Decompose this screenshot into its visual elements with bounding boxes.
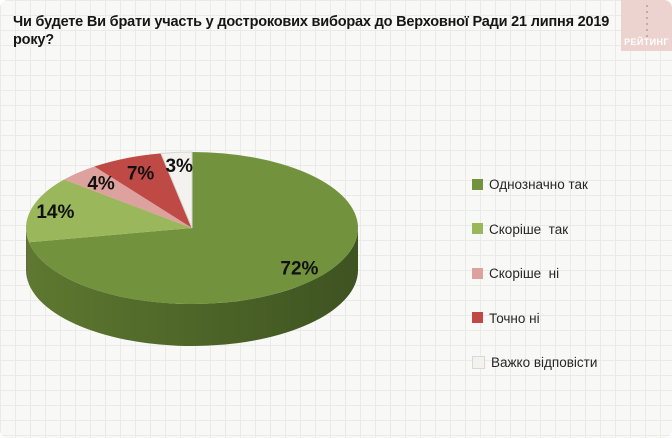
pie-slice-side bbox=[28, 228, 359, 346]
pie-slice-4 bbox=[160, 151, 193, 229]
legend-item-3: Точно ні bbox=[472, 311, 540, 326]
slice-value-label: 3% bbox=[165, 156, 193, 177]
pie-slice-1 bbox=[25, 179, 192, 243]
rating-logo: РЕЙТИНГ bbox=[621, 0, 672, 51]
rating-logo-text: РЕЙТИНГ bbox=[624, 37, 669, 47]
legend-swatch-icon bbox=[472, 267, 483, 279]
slice-value-label: 7% bbox=[127, 164, 155, 185]
legend-swatch-icon bbox=[472, 355, 485, 369]
slice-value-label: 4% bbox=[87, 174, 115, 195]
legend-item-1: Скоріше так bbox=[472, 222, 568, 237]
chart-title: Чи будете Ви брати участь у дострокових … bbox=[13, 14, 610, 49]
legend-item-label: Точно ні bbox=[489, 310, 540, 326]
pie-chart: 72% 14% 4% 7% 3% bbox=[25, 151, 359, 346]
logo-dots-icon bbox=[646, 5, 648, 37]
legend-item-0: Однозначно так bbox=[472, 177, 588, 192]
pie-slice-3 bbox=[94, 153, 192, 228]
legend-item-label: Скоріше ні bbox=[489, 266, 560, 281]
pie-slice-0 bbox=[28, 152, 359, 304]
pie-slice-2 bbox=[64, 166, 192, 228]
pie-slice-side bbox=[26, 228, 29, 285]
slice-value-label: 72% bbox=[280, 259, 318, 280]
legend-item-label: Однозначно так bbox=[489, 177, 588, 192]
legend-swatch-icon bbox=[472, 312, 483, 324]
legend-item-2: Скоріше ні bbox=[472, 266, 559, 281]
legend-item-label: Скоріше так bbox=[489, 221, 569, 237]
legend-swatch-icon bbox=[472, 178, 483, 190]
legend-swatch-icon bbox=[472, 223, 483, 235]
legend-item-label: Важко відповісти bbox=[491, 355, 598, 370]
slice-value-label: 14% bbox=[36, 202, 74, 223]
legend-item-4: Важко відповісти bbox=[472, 355, 597, 370]
